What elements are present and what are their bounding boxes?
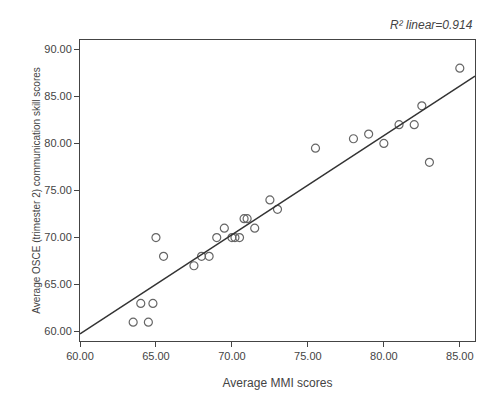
svg-text:65.00: 65.00 — [44, 278, 72, 290]
svg-text:75.00: 75.00 — [44, 184, 72, 196]
svg-text:85.00: 85.00 — [44, 90, 72, 102]
svg-text:70.00: 70.00 — [218, 350, 246, 362]
svg-text:85.00: 85.00 — [446, 350, 474, 362]
svg-text:60.00: 60.00 — [44, 325, 72, 337]
svg-text:80.00: 80.00 — [44, 137, 72, 149]
svg-text:75.00: 75.00 — [294, 350, 322, 362]
svg-text:60.00: 60.00 — [66, 350, 94, 362]
svg-text:70.00: 70.00 — [44, 231, 72, 243]
svg-text:90.00: 90.00 — [44, 43, 72, 55]
svg-text:R² linear=0.914: R² linear=0.914 — [390, 18, 473, 32]
svg-text:Average OSCE (trimester 2) com: Average OSCE (trimester 2) communication… — [31, 67, 42, 314]
svg-text:65.00: 65.00 — [142, 350, 170, 362]
svg-text:80.00: 80.00 — [370, 350, 398, 362]
svg-text:Average MMI scores: Average MMI scores — [223, 376, 333, 390]
